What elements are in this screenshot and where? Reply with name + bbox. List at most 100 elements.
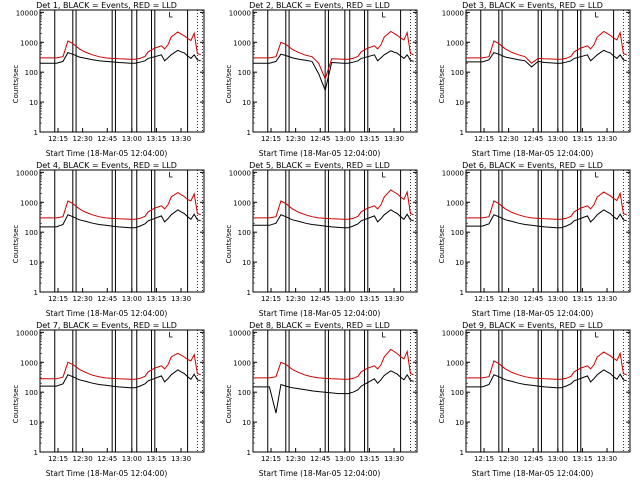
y-tick-label: 10000: [442, 169, 464, 177]
x-tick-label: 13:15: [359, 135, 379, 143]
plot-frame: [252, 9, 418, 133]
x-tick-label: 12:30: [499, 455, 519, 463]
x-tick-label: 12:30: [73, 455, 93, 463]
x-tick-label: 13:00: [548, 135, 568, 143]
x-tick-label: 13:00: [122, 455, 142, 463]
x-tick-label: 13:30: [384, 135, 404, 143]
chart-title: Det 8, BLACK = Events, RED = LLD: [249, 321, 390, 330]
y-tick-label: 1000: [233, 199, 251, 207]
x-tick-label: 12:30: [499, 135, 519, 143]
y-axis-label: Counts/sec: [12, 384, 20, 424]
y-tick-label: 10000: [16, 9, 38, 17]
y-tick-label: 10000: [229, 9, 251, 17]
series-line-lld: [466, 191, 627, 220]
plot-frame: [39, 169, 205, 293]
x-axis-label: Start Time (18-Mar-05 12:04:00): [45, 469, 168, 478]
corner-marker: [382, 172, 386, 178]
x-tick-label: 12:15: [474, 135, 494, 143]
y-axis-label: Counts/sec: [225, 64, 233, 104]
y-tick-label: 1000: [233, 359, 251, 367]
chart-title: Det 2, BLACK = Events, RED = LLD: [249, 1, 390, 10]
corner-marker: [169, 172, 173, 178]
x-tick-label: 13:15: [359, 295, 379, 303]
plot-frame: [39, 329, 205, 453]
y-tick-label: 1: [460, 289, 464, 297]
plot-frame: [465, 329, 631, 453]
series-line-events: [40, 209, 201, 229]
x-tick-label: 13:00: [335, 295, 355, 303]
y-tick-label: 10: [242, 99, 251, 107]
x-tick-label: 13:00: [335, 135, 355, 143]
chart-svg-2: 1 10 100 1000 10000 12:15 12:30 12:45 13:00 13:15…: [229, 9, 418, 143]
series-line-events: [466, 209, 627, 229]
y-tick-label: 10: [242, 419, 251, 427]
y-tick-label: 1: [460, 129, 464, 137]
x-tick-label: 12:45: [310, 135, 330, 143]
x-tick-label: 12:30: [73, 135, 93, 143]
x-tick-label: 12:15: [261, 295, 281, 303]
y-axis-label: Counts/sec: [12, 224, 20, 264]
chart-panel-6: 1 10 100 1000 10000 12:15 12:30 12:45 13:00 13:15…: [426, 160, 639, 320]
x-tick-label: 13:30: [597, 295, 617, 303]
chart-svg-1: 1 10 100 1000 10000 12:15 12:30 12:45 13:00 13:15…: [16, 9, 205, 143]
y-tick-label: 1000: [446, 39, 464, 47]
x-tick-label: 13:00: [122, 295, 142, 303]
chart-title: Det 9, BLACK = Events, RED = LLD: [462, 321, 603, 330]
series-line-events: [253, 50, 414, 92]
plot-frame: [252, 169, 418, 293]
chart-panel-5: 1 10 100 1000 10000 12:15 12:30 12:45 13:00 13:15…: [213, 160, 426, 320]
y-tick-label: 1: [460, 449, 464, 457]
y-tick-label: 1000: [446, 359, 464, 367]
x-tick-label: 13:00: [122, 135, 142, 143]
x-tick-label: 12:45: [310, 295, 330, 303]
y-tick-label: 100: [25, 389, 38, 397]
y-axis-label: Counts/sec: [225, 224, 233, 264]
x-axis-label: Start Time (18-Mar-05 12:04:00): [258, 469, 381, 478]
x-axis-label: Start Time (18-Mar-05 12:04:00): [45, 309, 168, 318]
y-tick-label: 1000: [20, 359, 38, 367]
plot-frame: [465, 9, 631, 133]
x-axis-label: Start Time (18-Mar-05 12:04:00): [471, 469, 594, 478]
y-tick-label: 10000: [229, 169, 251, 177]
y-tick-label: 100: [451, 229, 464, 237]
y-tick-label: 1000: [446, 199, 464, 207]
x-tick-label: 12:15: [474, 295, 494, 303]
y-tick-label: 10: [29, 419, 38, 427]
plot-frame: [252, 329, 418, 453]
x-tick-label: 12:45: [523, 295, 543, 303]
y-axis-label: Counts/sec: [12, 64, 20, 104]
x-tick-label: 13:00: [548, 295, 568, 303]
y-tick-label: 10: [29, 259, 38, 267]
chart-panel-9: 1 10 100 1000 10000 12:15 12:30 12:45 13:00 13:15…: [426, 320, 639, 480]
chart-svg-5: 1 10 100 1000 10000 12:15 12:30 12:45 13:00 13:15…: [229, 169, 418, 303]
chart-title: Det 4, BLACK = Events, RED = LLD: [36, 161, 177, 170]
x-tick-label: 13:30: [597, 135, 617, 143]
x-tick-label: 12:30: [286, 295, 306, 303]
y-tick-label: 10000: [16, 329, 38, 337]
chart-panel-2: 1 10 100 1000 10000 12:15 12:30 12:45 13:00 13:15…: [213, 0, 426, 160]
y-tick-label: 100: [238, 229, 251, 237]
chart-svg-4: 1 10 100 1000 10000 12:15 12:30 12:45 13:00 13:15…: [16, 169, 205, 303]
x-tick-label: 12:15: [48, 455, 68, 463]
corner-marker: [169, 12, 173, 18]
y-tick-label: 10000: [16, 169, 38, 177]
x-tick-label: 13:00: [335, 455, 355, 463]
y-tick-label: 1: [34, 289, 38, 297]
y-tick-label: 1000: [233, 39, 251, 47]
series-line-events: [253, 209, 414, 229]
chart-panel-8: 1 10 100 1000 10000 12:15 12:30 12:45 13:00 13:15…: [213, 320, 426, 480]
y-tick-label: 100: [25, 229, 38, 237]
x-tick-label: 12:30: [73, 295, 93, 303]
y-tick-label: 100: [238, 69, 251, 77]
chart-panel-1: 1 10 100 1000 10000 12:15 12:30 12:45 13:00 13:15…: [0, 0, 213, 160]
x-axis-label: Start Time (18-Mar-05 12:04:00): [471, 149, 594, 158]
series-line-lld: [253, 189, 414, 220]
corner-marker: [595, 172, 599, 178]
chart-svg-6: 1 10 100 1000 10000 12:15 12:30 12:45 13:00 13:15…: [442, 169, 631, 303]
x-tick-label: 13:15: [146, 135, 166, 143]
y-tick-label: 1000: [20, 39, 38, 47]
y-tick-label: 100: [238, 389, 251, 397]
y-tick-label: 10: [29, 99, 38, 107]
x-tick-label: 12:15: [261, 135, 281, 143]
